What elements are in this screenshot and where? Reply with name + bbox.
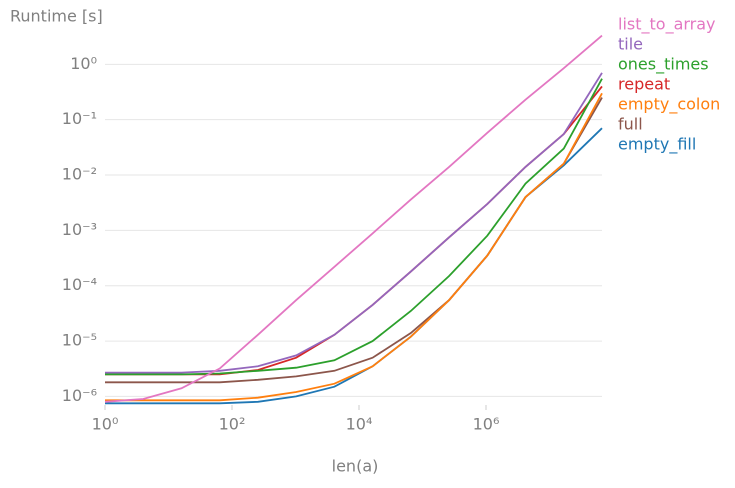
series-line xyxy=(105,78,603,376)
y-axis-label: Runtime [s] xyxy=(10,7,103,26)
series-line xyxy=(104,34,603,403)
x-tick-label: 10⁰ xyxy=(92,415,119,434)
series-line xyxy=(105,72,603,374)
legend-label: full xyxy=(618,115,643,134)
legend-label: repeat xyxy=(618,75,670,94)
legend-label: empty_fill xyxy=(618,135,696,155)
y-tick-label: 10⁻⁴ xyxy=(62,275,97,294)
series-line xyxy=(105,127,603,405)
y-tick-label: 10⁻¹ xyxy=(62,109,97,128)
y-tick-label: 10⁻² xyxy=(62,165,97,184)
series-line xyxy=(105,97,603,384)
y-tick-label: 10⁰ xyxy=(70,54,97,73)
y-tick-label: 10⁻⁵ xyxy=(62,331,97,350)
y-tick-label: 10⁻⁶ xyxy=(62,386,97,405)
series-line xyxy=(105,92,603,402)
x-tick-label: 10⁶ xyxy=(473,415,500,434)
legend-label: tile xyxy=(618,35,643,54)
legend-label: ones_times xyxy=(618,55,709,75)
x-tick-label: 10² xyxy=(219,415,246,434)
legend-label: list_to_array xyxy=(618,15,716,35)
x-axis-label: len(a) xyxy=(332,457,379,476)
y-tick-label: 10⁻³ xyxy=(62,220,97,239)
legend-label: empty_colon xyxy=(618,95,720,115)
x-tick-label: 10⁴ xyxy=(346,415,373,434)
